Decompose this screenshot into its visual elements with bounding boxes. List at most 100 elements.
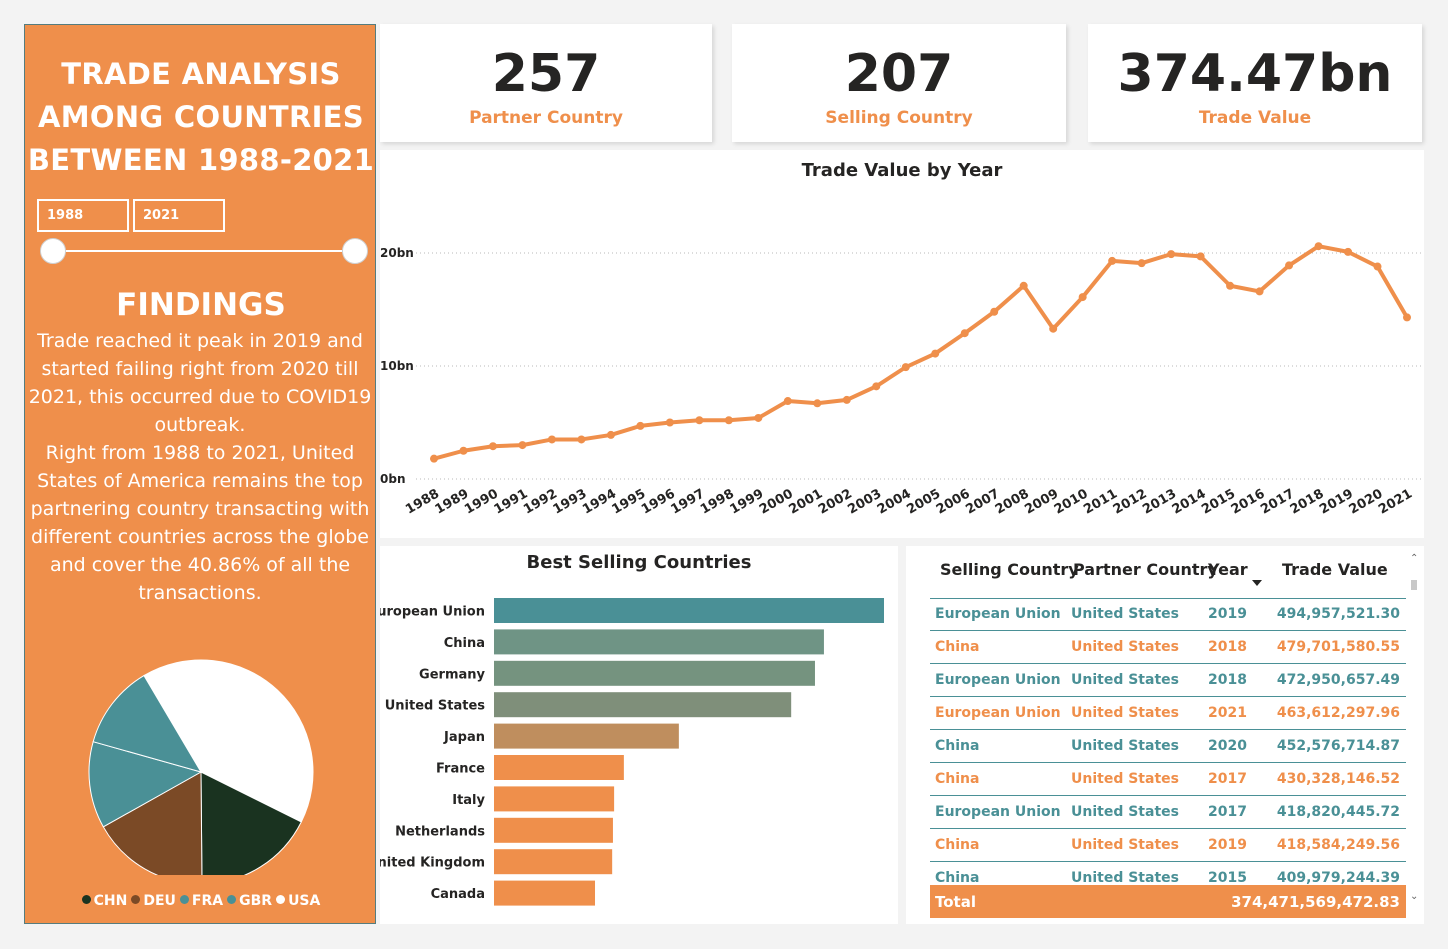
scroll-down-icon[interactable]: ⌄ [1410, 891, 1419, 902]
scroll-up-icon[interactable]: ⌃ [1410, 553, 1419, 564]
table-row[interactable]: China United States 2019 418,584,249.56 [930, 829, 1406, 862]
findings-paragraph: Trade reached it peak in 2019 and starte… [28, 330, 372, 436]
cell-trade-value: 463,612,297.96 [1276, 705, 1400, 721]
data-point-2009[interactable] [1049, 324, 1058, 333]
data-point-2015[interactable] [1226, 281, 1235, 290]
bar-italy[interactable] [494, 786, 615, 812]
y-tick-label: 0bn [380, 472, 405, 486]
line-chart-title: Trade Value by Year [801, 160, 1003, 181]
data-point-2021[interactable] [1403, 313, 1411, 322]
bar-european-union[interactable] [494, 598, 884, 623]
data-point-1992[interactable] [547, 435, 556, 444]
data-point-2019[interactable] [1344, 247, 1353, 256]
table-row[interactable]: European Union United States 2019 494,957,5… [930, 598, 1406, 631]
data-point-2008[interactable] [1019, 281, 1028, 290]
bar-category-label: Germany [419, 667, 485, 682]
data-point-2003[interactable] [872, 382, 881, 391]
year-slider-start-handle[interactable] [40, 238, 66, 264]
legend-item-gbr[interactable]: GBR [227, 893, 272, 909]
data-point-1997[interactable] [695, 416, 704, 425]
data-point-1993[interactable] [577, 435, 586, 444]
data-point-2002[interactable] [842, 395, 851, 404]
date-start-input[interactable]: 1988 [37, 199, 129, 232]
column-header-partner-country[interactable]: Partner Country [1073, 560, 1218, 579]
findings-text: Trade reached it peak in 2019 and starte… [27, 327, 373, 607]
column-header-trade-value[interactable]: Trade Value [1282, 560, 1388, 579]
data-point-2018[interactable] [1314, 242, 1323, 251]
scroll-thumb[interactable] [1411, 580, 1417, 590]
data-point-1999[interactable] [754, 413, 763, 422]
date-end-input[interactable]: 2021 [133, 199, 225, 232]
data-point-2004[interactable] [901, 363, 910, 372]
data-point-2010[interactable] [1078, 293, 1087, 302]
data-point-1990[interactable] [488, 442, 497, 451]
x-tick-label: 2021 [1376, 486, 1415, 517]
pie-slice-fra[interactable] [88, 741, 203, 828]
bar-japan[interactable] [494, 723, 679, 749]
bar-germany[interactable] [494, 660, 815, 686]
data-point-1994[interactable] [606, 430, 615, 439]
table-scrollbar[interactable]: ⌃ ⌄ [1408, 554, 1420, 910]
column-header-selling-country[interactable]: Selling Country [940, 560, 1079, 579]
bar-united-kingdom[interactable] [494, 849, 613, 875]
pie-slice-usa[interactable] [143, 659, 314, 823]
table-row[interactable]: China United States 2015 409,979,244.39 [930, 862, 1406, 885]
cell-partner-country: United States [1071, 606, 1179, 622]
data-point-2011[interactable] [1108, 256, 1117, 265]
data-point-2020[interactable] [1373, 262, 1382, 271]
data-point-2013[interactable] [1167, 250, 1176, 259]
data-point-2005[interactable] [931, 349, 940, 358]
kpi-trade-value: 374.47bn Trade Value [1088, 24, 1422, 142]
bar-france[interactable] [494, 755, 624, 780]
table-row[interactable]: European Union United States 2018 472,950,6… [930, 664, 1406, 697]
data-point-1995[interactable] [636, 421, 645, 430]
kpi-value: 374.47bn [1117, 44, 1393, 104]
data-point-2006[interactable] [960, 329, 969, 338]
data-point-2000[interactable] [783, 397, 792, 406]
data-point-2007[interactable] [990, 307, 999, 316]
cell-year: 2017 [1208, 804, 1247, 820]
column-header-year[interactable]: Year [1208, 560, 1248, 579]
data-point-2014[interactable] [1196, 252, 1205, 261]
table-row[interactable]: China United States 2020 452,576,714.87 [930, 730, 1406, 763]
data-point-1996[interactable] [665, 418, 674, 427]
legend-item-deu[interactable]: DEU [131, 893, 176, 909]
pie-slice-gbr[interactable] [92, 674, 203, 773]
cell-selling-country: China [935, 837, 980, 853]
data-point-1989[interactable] [459, 446, 468, 455]
data-point-2016[interactable] [1255, 287, 1264, 296]
cell-selling-country: European Union [935, 705, 1061, 721]
header-divider [930, 598, 1406, 599]
page-title: TRADE ANALYSIS AMONG COUNTRIES BETWEEN 1… [25, 53, 377, 182]
bar-canada[interactable] [494, 880, 596, 906]
table-row[interactable]: China United States 2017 430,328,146.52 [930, 763, 1406, 796]
data-point-1988[interactable] [430, 454, 438, 463]
data-point-2001[interactable] [813, 399, 822, 408]
bar-netherlands[interactable] [494, 817, 613, 843]
bar-united-states[interactable] [494, 692, 792, 718]
year-slider-track[interactable] [53, 250, 355, 252]
table-row[interactable]: European Union United States 2017 418,820,4… [930, 796, 1406, 829]
kpi-partner-country: 257 Partner Country [380, 24, 712, 142]
table-row[interactable]: China United States 2018 479,701,580.55 [930, 631, 1406, 664]
legend-label: GBR [239, 893, 273, 909]
cell-partner-country: United States [1071, 870, 1179, 885]
data-point-1991[interactable] [518, 441, 527, 450]
sort-descending-icon[interactable] [1252, 580, 1262, 586]
bar-chart: European Union China Germany United States J… [380, 598, 884, 906]
findings-heading: FINDINGS [116, 287, 286, 323]
legend-label: FRA [191, 893, 224, 909]
year-slider-end-handle[interactable] [342, 238, 368, 264]
data-point-2012[interactable] [1137, 259, 1146, 268]
table-row[interactable]: European Union United States 2021 463,612,2… [930, 697, 1406, 730]
cell-selling-country: China [935, 639, 980, 655]
data-point-2017[interactable] [1285, 261, 1294, 270]
data-point-1998[interactable] [724, 416, 733, 425]
trade-table: Selling Country Partner Country Year Tra… [906, 546, 1424, 924]
legend-item-fra[interactable]: FRA [179, 893, 224, 909]
bar-china[interactable] [494, 629, 824, 655]
cell-trade-value: 494,957,521.30 [1276, 606, 1400, 622]
legend-item-usa[interactable]: USA [276, 893, 320, 909]
legend-item-chn[interactable]: CHN [81, 893, 127, 909]
cell-selling-country: China [935, 738, 980, 754]
